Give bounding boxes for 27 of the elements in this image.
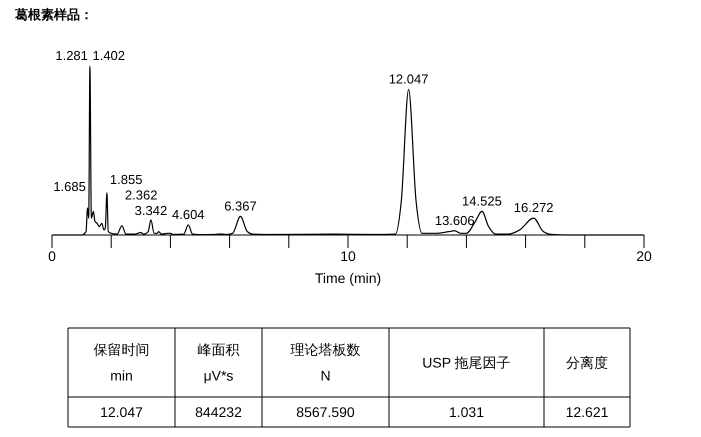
annotation: 6.367: [224, 198, 257, 214]
text: 保留时间 min: [94, 342, 150, 384]
annotation: 1.855: [110, 172, 142, 187]
x-tick-label: 0: [48, 248, 56, 264]
text: USP 拖尾因子: [422, 354, 511, 370]
x-tick-label: 20: [636, 248, 652, 264]
annotation: 1.402: [92, 48, 126, 63]
annotation: 12.047: [388, 72, 428, 87]
annotation: 1.685: [53, 178, 86, 194]
text: 12.047: [100, 404, 144, 420]
chart-title: 葛根素样品：: [14, 7, 93, 22]
text: 12.621: [566, 404, 609, 420]
annotation: 16.272: [514, 200, 554, 216]
text: 844232: [195, 404, 242, 420]
annotation: 13.606: [434, 212, 475, 228]
annotation: 3.342: [134, 202, 168, 218]
text: 1.031: [448, 404, 484, 420]
text: 峰面积 μV*s: [198, 342, 240, 384]
annotation: 2.362: [124, 188, 158, 203]
text: 分离度: [566, 354, 608, 370]
annotation: 4.604: [172, 206, 205, 222]
text: 8567.590: [296, 404, 355, 420]
x-axis-title: Time (min): [314, 270, 382, 286]
text: 理论塔板数 N: [290, 342, 360, 384]
annotation: 1.281: [55, 48, 88, 63]
x-tick-label: 10: [340, 248, 356, 264]
annotation: 14.525: [462, 193, 502, 208]
